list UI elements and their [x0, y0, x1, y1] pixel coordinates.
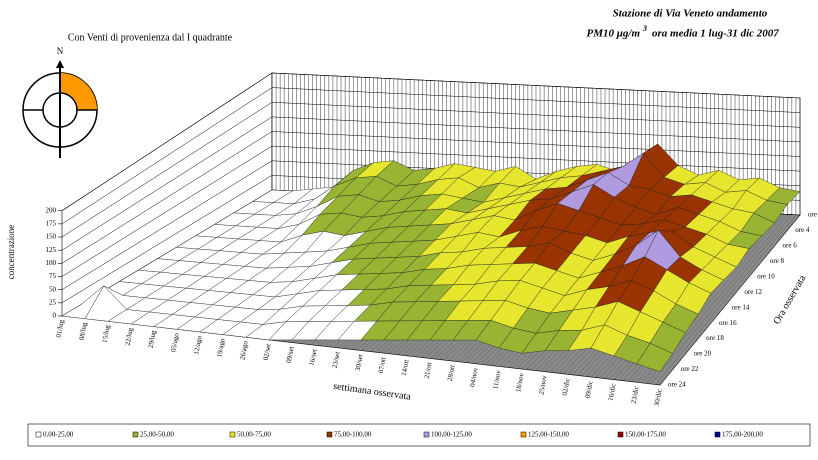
surface — [61, 143, 801, 373]
y-tick-label: ore 12 — [744, 288, 762, 296]
x-tick-label: 07/ott — [377, 356, 388, 374]
floor-hatch — [650, 214, 792, 385]
grid-line — [61, 72, 801, 211]
legend-label: 175,00-200,00 — [722, 431, 763, 439]
x-tick-label: 09/dic — [584, 380, 595, 399]
x-tick-label: 26/ago — [238, 340, 249, 361]
floor-hatch — [655, 214, 797, 385]
x-tick-label: 29/lug — [147, 329, 158, 348]
y-tick-label: ore 20 — [693, 350, 711, 358]
y-tick-label: ore — [808, 211, 817, 219]
y-tick-label: ore 14 — [732, 303, 750, 311]
legend-label: 125,00-150,00 — [528, 431, 569, 439]
z-tick-label: 175 — [46, 219, 57, 227]
compass-label: N — [57, 46, 64, 56]
legend-label: 150,00-175,00 — [625, 431, 666, 439]
legend-label: 25,00-50,00 — [140, 431, 174, 439]
legend-box — [27, 423, 811, 447]
compass-arrowhead — [56, 60, 64, 68]
subtitle-sup: 3 — [642, 24, 647, 33]
grid-line — [61, 87, 801, 225]
x-tick-label: 19/ago — [215, 337, 226, 358]
z-tick-label: 50 — [49, 285, 57, 293]
x-tick-label: 25/nov — [537, 374, 548, 395]
legend-swatch — [423, 431, 430, 438]
z-tick-label: 150 — [46, 233, 57, 241]
x-tick-label: 30/set — [354, 354, 365, 372]
x-tick-label: 30/dic — [653, 388, 664, 407]
floor-hatch — [659, 214, 801, 386]
grid-line — [61, 102, 801, 238]
subtitle: PM10 μg/m — [587, 28, 641, 40]
x-tick-label: 02/dic — [561, 378, 572, 397]
z-tick-label: 25 — [49, 298, 57, 306]
z-tick-label: 75 — [49, 272, 57, 280]
x-tick-label: 09/set — [285, 346, 296, 364]
x-axis-label: settimana osservata — [333, 381, 412, 403]
x-tick-label: 16/set — [308, 348, 319, 366]
legend-swatch — [326, 431, 333, 438]
x-tick-label: 11/nov — [491, 369, 502, 390]
legend-swatch — [132, 431, 139, 438]
legend-swatch — [617, 431, 624, 438]
x-tick-label: 15/lug — [101, 324, 112, 343]
x-tick-label: 02/set — [262, 343, 273, 361]
z-tick-label: 200 — [46, 206, 57, 214]
legend-label: 75,00-100,00 — [334, 431, 372, 439]
surface-cell — [636, 342, 674, 373]
grid-line — [61, 131, 801, 264]
x-tick-label: 23/set — [331, 351, 342, 369]
legend-swatch — [520, 431, 527, 438]
legend-label: 100,00-125,00 — [431, 431, 472, 439]
z-axis-label: concentrazione — [6, 225, 16, 279]
y-tick-label: ore 18 — [706, 334, 724, 342]
y-tick-label: ore 24 — [668, 381, 686, 389]
x-tick-label: 28/ott — [446, 364, 457, 382]
x-tick-label: 05/ago — [169, 332, 180, 353]
y-tick-label: ore 6 — [783, 242, 798, 250]
legend-swatch — [714, 431, 721, 438]
x-tick-label: 14/ott — [400, 359, 411, 377]
grid-line — [61, 145, 801, 277]
y-axis-label: Ora osservata — [771, 273, 808, 326]
x-tick-label: 08/lug — [78, 321, 89, 340]
legend-swatch — [229, 431, 236, 438]
legend-swatch — [35, 431, 42, 438]
x-tick-label: 16/dic — [607, 383, 618, 402]
x-tick-label: 04/nov — [468, 367, 479, 388]
compass-quadrant — [60, 73, 97, 110]
x-tick-label: 22/lug — [124, 327, 135, 346]
grid-line — [61, 116, 801, 251]
x-tick-label: 18/nov — [514, 372, 525, 393]
x-tick-label: 12/ago — [192, 335, 203, 356]
subtitle-end: ora media 1 lug-31 dic 2007 — [652, 28, 779, 40]
y-tick-label: ore 16 — [719, 319, 737, 327]
compass — [22, 60, 98, 158]
note: Con Venti di provenienza dal I quadrante — [68, 32, 233, 43]
y-tick-label: ore 4 — [795, 226, 810, 234]
legend-label: 50,00-75,00 — [237, 431, 271, 439]
z-tick-label: 125 — [46, 246, 57, 254]
x-tick-label: 21/ott — [423, 362, 434, 380]
x-tick-label: 01/lug — [55, 319, 66, 338]
y-tick-label: ore 22 — [681, 365, 699, 373]
y-tick-label: ore 10 — [757, 272, 775, 280]
z-tick-label: 100 — [46, 259, 57, 267]
z-tick-label: 0 — [53, 312, 57, 320]
x-tick-label: 23/dic — [630, 386, 641, 405]
chart-title: Stazione di Via Veneto andamento — [613, 8, 768, 20]
y-tick-label: ore 8 — [770, 257, 785, 265]
legend-label: 0,00-25,00 — [43, 431, 74, 439]
